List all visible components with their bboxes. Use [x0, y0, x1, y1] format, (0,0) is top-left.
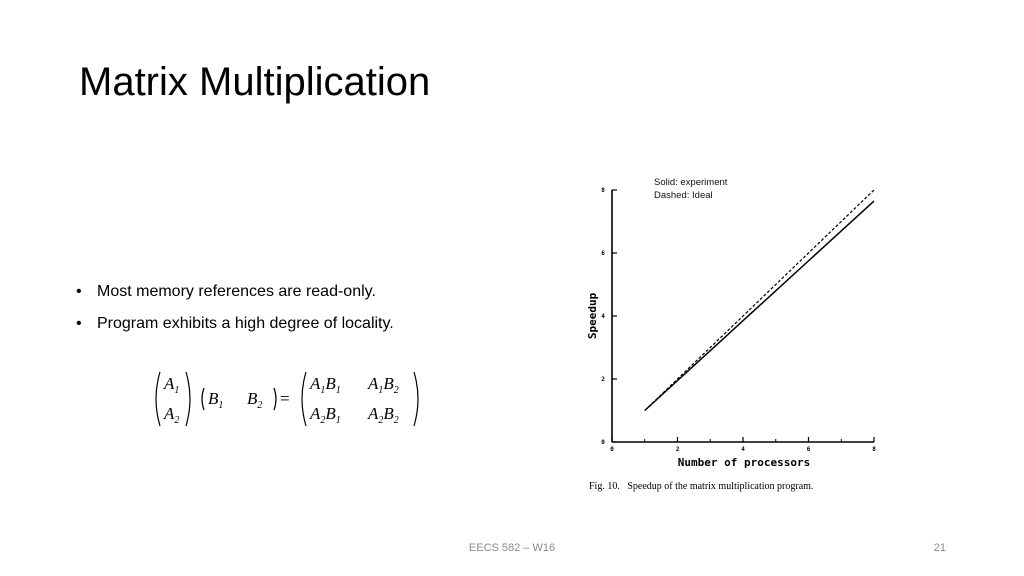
- eq-left-a2: A2: [163, 404, 179, 426]
- x-tick-label: 6: [807, 446, 811, 453]
- row-right-paren: [273, 387, 277, 411]
- eq-left-a1: A1: [163, 374, 179, 396]
- eq-r22: A2B2: [367, 404, 399, 426]
- x-tick-label: 0: [610, 446, 614, 453]
- right-paren: [185, 371, 191, 427]
- bullet-list: Most memory references are read-only. Pr…: [76, 276, 394, 340]
- eq-row-b1: B1: [208, 389, 223, 411]
- bullet-item: Program exhibits a high degree of locali…: [76, 308, 394, 340]
- chart-ticks: 0 2 4 6 8 0 2 4 6 8: [601, 187, 876, 453]
- result-left-paren: [301, 371, 307, 427]
- series-line-experiment: [644, 200, 875, 412]
- y-tick-label: 0: [601, 439, 605, 446]
- matrix-equation: A1 A2 B1 B2 = A1B1 A1B2 A2B1 A2B2: [155, 371, 419, 427]
- y-tick-label: 8: [601, 187, 605, 194]
- y-tick-label: 2: [601, 376, 605, 383]
- figure-caption: Fig. 10. Speedup of the matrix multiplic…: [589, 481, 813, 492]
- x-axis-label: Number of processors: [678, 456, 810, 469]
- y-axis-label: Speedup: [586, 292, 599, 339]
- y-tick-label: 6: [601, 250, 605, 257]
- eq-row-b2: B2: [247, 389, 262, 411]
- eq-r11: A1B1: [309, 374, 341, 396]
- chart-series: [644, 189, 875, 412]
- eq-r12: A1B2: [367, 374, 399, 396]
- footer-course: EECS 582 – W16: [468, 542, 556, 554]
- x-tick-label: 2: [676, 446, 680, 453]
- eq-equals: =: [280, 389, 290, 408]
- annotation-line: Dashed: Ideal: [654, 190, 713, 201]
- x-tick-label: 4: [741, 446, 745, 453]
- left-paren: [155, 371, 161, 427]
- page-number: 21: [933, 542, 946, 554]
- chart-annotation: Solid: experiment Dashed: Ideal: [654, 176, 727, 202]
- annotation-line: Solid: experiment: [654, 177, 728, 188]
- x-tick-label: 8: [872, 446, 876, 453]
- row-left-paren: [201, 387, 205, 411]
- result-right-paren: [413, 371, 419, 427]
- bullet-item: Most memory references are read-only.: [76, 276, 394, 308]
- series-line-ideal: [644, 189, 875, 411]
- eq-r21: A2B1: [309, 404, 341, 426]
- slide-title: Matrix Multiplication: [79, 60, 431, 104]
- y-tick-label: 4: [601, 313, 605, 320]
